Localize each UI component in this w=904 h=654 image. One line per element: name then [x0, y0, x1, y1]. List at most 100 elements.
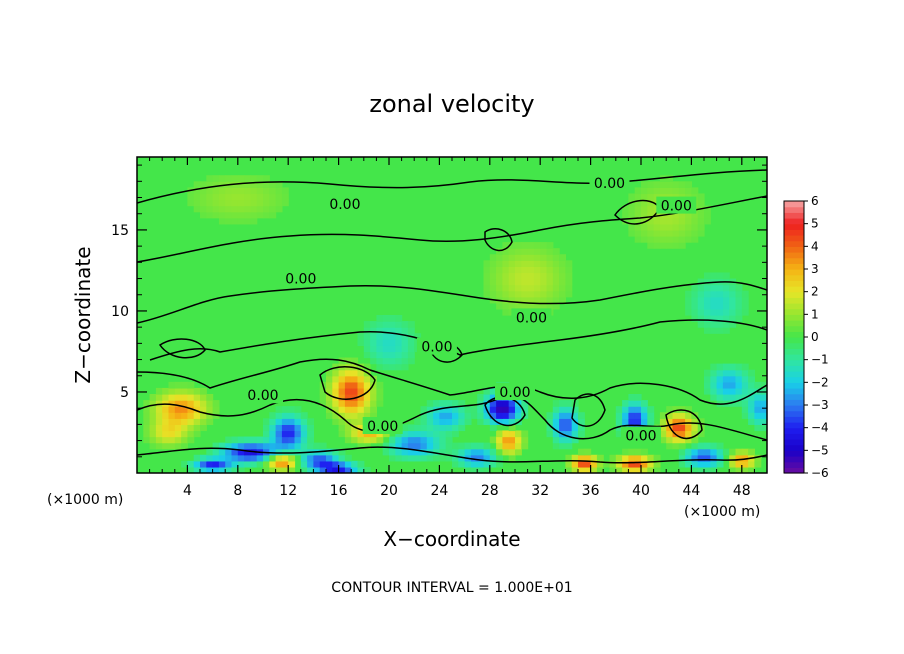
heat-cell [578, 430, 585, 438]
heat-cell [237, 466, 245, 473]
heat-cell [748, 418, 755, 425]
heat-cell [666, 223, 674, 231]
heat-cell [193, 460, 201, 468]
heat-cell [678, 236, 686, 243]
heat-cell [710, 448, 718, 456]
heat-cell [615, 418, 623, 425]
heat-cell [395, 436, 403, 444]
heat-cell [691, 223, 699, 231]
heat-cell [439, 412, 447, 419]
heat-cell [521, 302, 529, 310]
heat-cell [231, 436, 239, 444]
heat-cell [193, 454, 201, 462]
heat-cell [281, 430, 289, 438]
heat-cell [508, 302, 516, 310]
heat-cell [225, 436, 233, 444]
colorbar-swatch [784, 427, 804, 434]
heat-cell [596, 466, 604, 473]
heat-cell [206, 193, 214, 201]
heat-cell [407, 424, 415, 432]
heat-cell [401, 333, 409, 340]
heat-cell [533, 242, 541, 249]
heat-cell [584, 466, 592, 473]
colorbar-swatch [784, 229, 804, 236]
heat-cell [401, 442, 409, 450]
heat-cell [218, 217, 226, 225]
heat-cell [433, 454, 440, 462]
heat-cell [628, 406, 636, 413]
heat-cell [275, 193, 283, 201]
colorbar-tick-label: 3 [811, 262, 819, 276]
heat-cell [678, 181, 686, 188]
heat-cell [174, 418, 182, 425]
heat-cell [754, 418, 762, 425]
heat-cell [489, 448, 497, 456]
heat-cell [729, 394, 737, 401]
heat-cell [540, 260, 548, 267]
heat-cell [363, 363, 371, 371]
heat-cell [200, 205, 207, 213]
heat-cell [414, 448, 422, 456]
heat-cell [206, 418, 214, 425]
heat-cell [206, 412, 214, 419]
heat-cell [691, 418, 699, 425]
heat-cell [231, 454, 239, 462]
heat-cell [275, 187, 283, 195]
heat-cell [641, 406, 648, 413]
heat-cell [559, 400, 566, 407]
heat-cell [288, 460, 296, 468]
heat-cell [288, 430, 296, 438]
heat-cell [357, 412, 365, 419]
heat-cell [704, 278, 711, 286]
heat-cell [376, 436, 384, 444]
heat-cell [382, 442, 390, 450]
heat-cell [225, 454, 233, 462]
heat-cell [439, 454, 447, 462]
heat-cell [590, 454, 598, 462]
heat-cell [515, 242, 522, 249]
heat-cell [187, 381, 195, 389]
heat-cell [344, 436, 352, 444]
heat-cell [225, 217, 233, 225]
heat-cell [256, 454, 264, 462]
heat-cell [300, 424, 308, 432]
heat-cell [338, 369, 346, 377]
heat-cell [533, 260, 541, 267]
x-tick-label: 28 [481, 483, 499, 499]
heat-cell [502, 448, 510, 456]
heat-cell [181, 412, 188, 419]
heat-cell [420, 430, 428, 438]
heat-cell [351, 466, 359, 473]
heat-cell [200, 187, 207, 195]
heat-cell [256, 187, 264, 195]
heat-cell [452, 412, 459, 419]
heat-cell [206, 187, 214, 195]
heat-cell [508, 266, 516, 274]
heat-cell [206, 181, 214, 188]
heat-cell [332, 387, 340, 395]
chart-title: zonal velocity [369, 90, 534, 118]
heat-cell [206, 406, 214, 413]
heat-cell [641, 400, 648, 407]
heat-cell [628, 460, 636, 468]
heat-cell [489, 284, 497, 292]
heat-cell [559, 418, 566, 425]
heat-cell [407, 357, 415, 365]
heat-cell [672, 412, 680, 419]
heat-cell [458, 412, 466, 419]
heat-cell [269, 199, 277, 207]
heat-cell [754, 406, 762, 413]
heat-cell [470, 442, 478, 450]
heat-cell [722, 315, 730, 322]
heat-cell [332, 454, 340, 462]
heat-cell [628, 211, 636, 219]
heat-cell [433, 424, 440, 432]
heat-cell [603, 460, 611, 468]
heat-cell [533, 290, 541, 298]
heat-cell [666, 412, 674, 419]
heat-cell [527, 302, 535, 310]
heat-cell [515, 406, 522, 413]
heat-cell [281, 466, 289, 473]
heat-cell [552, 436, 560, 444]
heat-cell [181, 387, 188, 395]
